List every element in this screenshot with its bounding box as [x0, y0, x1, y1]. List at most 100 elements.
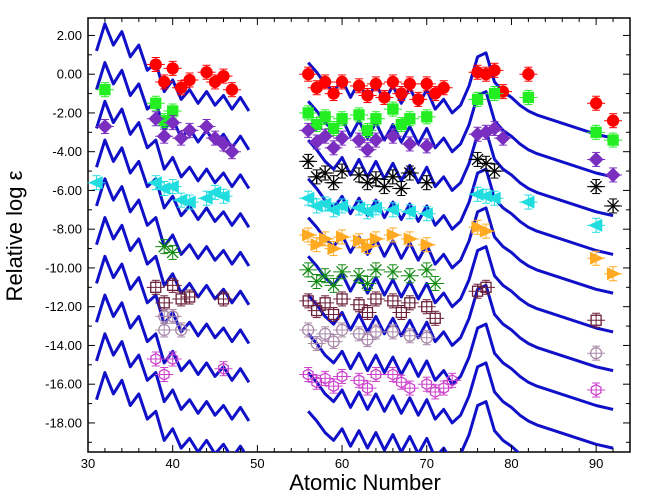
diamond-marker: [402, 136, 418, 152]
circle-marker: [166, 310, 179, 323]
square-marker: [150, 97, 162, 109]
asterisk-marker: [335, 164, 349, 178]
hexagon-marker: [421, 377, 433, 391]
data-point: [375, 179, 394, 195]
data-point: [383, 324, 402, 340]
x-cross-marker: [302, 263, 315, 276]
circle-marker: [403, 77, 416, 91]
right-triangle-marker: [335, 230, 351, 244]
circle-marker: [183, 73, 196, 87]
model-line: [95, 216, 251, 306]
left-triangle-marker: [198, 191, 213, 205]
data-point: [587, 312, 606, 328]
circle-marker: [158, 323, 171, 337]
model-line: [307, 322, 614, 411]
data-point: [375, 89, 394, 105]
data-point: [172, 80, 191, 96]
data-point: [214, 68, 233, 84]
x-cross-marker: [361, 277, 374, 290]
data-point: [417, 330, 436, 346]
circle-marker: [318, 327, 332, 340]
square-marker: [302, 107, 314, 119]
series-8: [146, 277, 606, 328]
y-tick-label: -14.00: [45, 338, 82, 353]
square-marker: [311, 118, 323, 131]
data-point: [383, 367, 402, 382]
data-point: [366, 262, 385, 278]
y-tick-label: 0.00: [57, 67, 82, 82]
data-point: [333, 229, 352, 245]
asterisk-marker: [377, 180, 391, 194]
asterisk-marker: [420, 176, 434, 190]
data-point: [87, 175, 106, 191]
data-point: [350, 107, 368, 123]
data-point: [519, 66, 538, 82]
data-point: [426, 310, 445, 326]
data-point: [316, 295, 335, 311]
data-point: [155, 239, 174, 255]
data-point: [333, 368, 352, 384]
data-point: [206, 130, 225, 146]
hexagon-marker: [336, 370, 348, 383]
square-marker: [353, 109, 365, 121]
left-triangle-marker: [401, 205, 416, 219]
circle-marker: [335, 323, 349, 337]
right-triangle-marker: [606, 267, 622, 281]
asterisk-marker: [589, 180, 603, 194]
data-point: [146, 95, 165, 111]
square-marker: [590, 126, 602, 138]
square-marker: [319, 297, 331, 309]
data-point: [333, 74, 352, 90]
hexagon-marker: [353, 374, 365, 387]
data-point: [307, 274, 326, 289]
x-tick-label: 90: [589, 456, 603, 471]
circle-marker: [166, 62, 179, 75]
diamond-marker: [182, 122, 198, 138]
square-marker: [336, 113, 348, 125]
right-triangle-marker: [327, 242, 342, 256]
left-triangle-marker: [367, 201, 383, 215]
y-axis: 2.00 0.00 -2.00 -4.00 -6.00 -8.00 -10.00 -12.00…: [45, 28, 630, 443]
model-line: [307, 206, 614, 295]
left-triangle-marker: [164, 180, 179, 194]
data-point: [587, 124, 606, 140]
data-point: [180, 194, 199, 210]
data-point: [417, 376, 436, 392]
data-point: [426, 384, 445, 400]
model-lines: [95, 22, 614, 452]
data-point: [155, 322, 174, 338]
data-point: [214, 188, 233, 204]
data-point: [163, 179, 182, 195]
right-triangle-marker: [318, 232, 334, 246]
data-point: [366, 76, 385, 92]
circle-marker: [488, 64, 501, 77]
data-point: [358, 88, 377, 103]
x-tick-label: 50: [250, 456, 264, 471]
diamond-marker: [487, 121, 502, 136]
data-point: [366, 367, 385, 382]
data-point: [307, 134, 326, 150]
square-marker: [488, 87, 501, 100]
hexagon-marker: [311, 376, 323, 389]
left-triangle-marker: [486, 191, 501, 205]
model-line: [95, 371, 246, 452]
data-point: [604, 167, 623, 183]
diamond-marker: [156, 128, 172, 144]
data-point: [477, 279, 496, 295]
data-point: [155, 367, 174, 382]
data-point: [214, 136, 233, 152]
diamond-marker: [419, 138, 435, 154]
hexagon-marker: [429, 385, 441, 399]
y-tick-label: -6.00: [52, 183, 82, 198]
square-marker: [319, 111, 331, 123]
right-triangle-marker: [386, 228, 401, 242]
square-marker: [395, 306, 407, 319]
data-point: [604, 266, 623, 282]
data-point: [417, 175, 436, 191]
data-point: [358, 204, 377, 220]
series-10: [146, 351, 606, 400]
data-point: [587, 382, 606, 398]
data-point: [222, 144, 241, 160]
data-point: [468, 91, 487, 107]
